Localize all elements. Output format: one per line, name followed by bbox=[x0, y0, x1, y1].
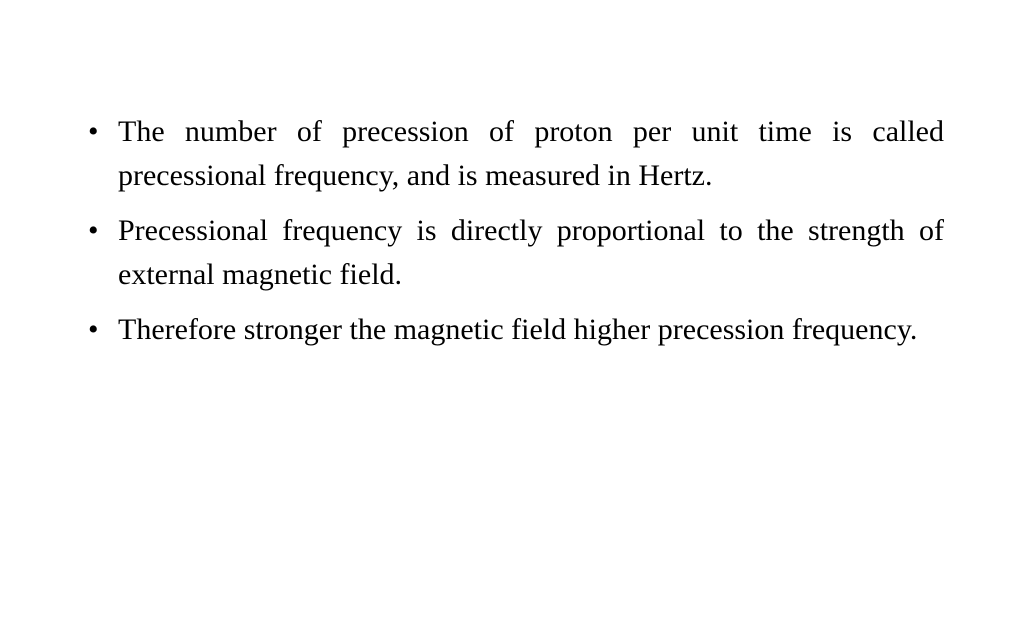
list-item: Precessional frequency is directly propo… bbox=[80, 209, 944, 296]
list-item: The number of precession of proton per u… bbox=[80, 110, 944, 197]
bullet-list: The number of precession of proton per u… bbox=[80, 110, 944, 352]
list-item: Therefore stronger the magnetic field hi… bbox=[80, 308, 944, 352]
slide-body: The number of precession of proton per u… bbox=[0, 0, 1024, 640]
